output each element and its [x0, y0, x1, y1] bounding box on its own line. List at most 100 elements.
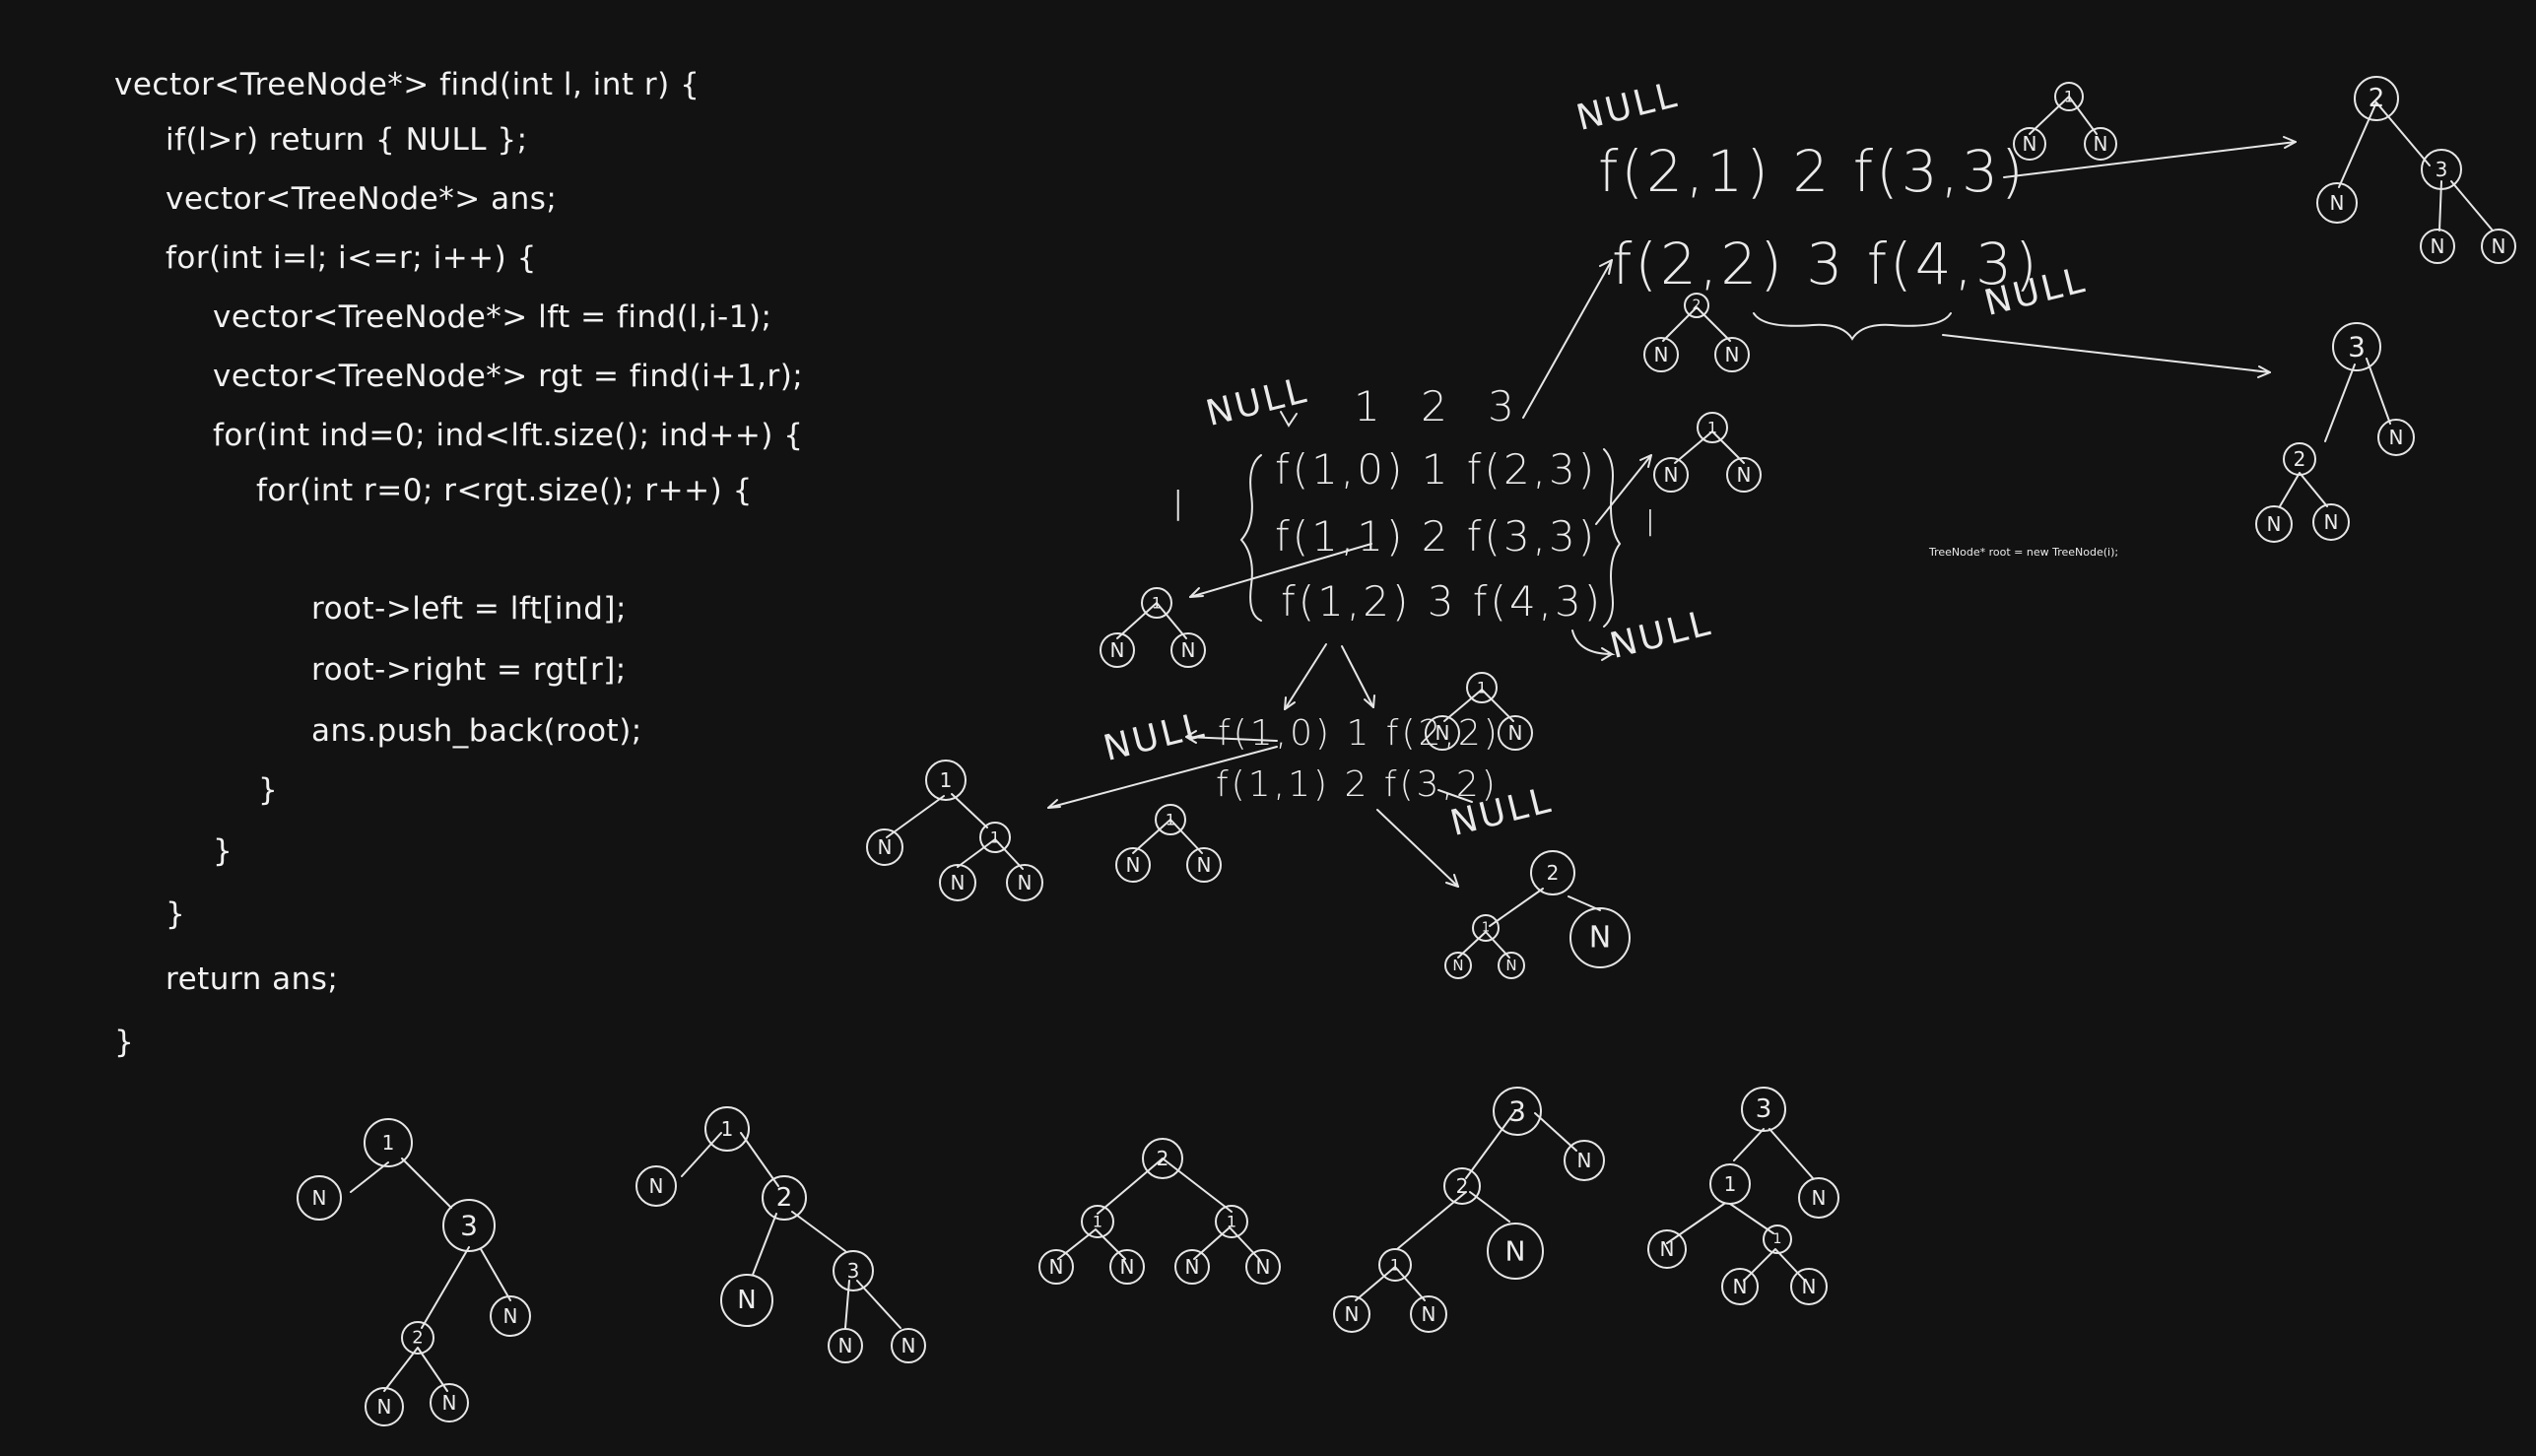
node-null: [1498, 952, 1525, 979]
node-2: [401, 1321, 434, 1355]
node-1: [704, 1106, 750, 1152]
node-label: 1: [1482, 921, 1490, 936]
tree-node-labels: 1 N N 2 N 3 N N 3 N 2 N N 2 N N 1 N N 1 …: [312, 84, 2506, 1419]
node-null: [1721, 1268, 1759, 1305]
right-curly-brace: [1603, 448, 1622, 628]
node-label: 3: [460, 1210, 478, 1242]
brace-label-right: l: [1645, 504, 1659, 545]
node-null: [297, 1175, 342, 1221]
node-label: N: [1120, 1255, 1135, 1279]
node-label: N: [2492, 234, 2506, 258]
node-null: [2312, 503, 2350, 541]
node-label: 1: [1724, 1172, 1737, 1196]
node-label: N: [2324, 510, 2339, 534]
node-label: 2: [1456, 1174, 1469, 1198]
node-label: N: [838, 1334, 853, 1357]
node-label: 1: [2064, 88, 2074, 106]
node-label: 1: [382, 1131, 395, 1155]
node-label: N: [1256, 1255, 1271, 1279]
node-null: [365, 1387, 404, 1426]
node-null: [1100, 632, 1135, 668]
node-3: [2332, 322, 2381, 371]
node-label: N: [1185, 1255, 1200, 1279]
node-label: 2: [776, 1183, 793, 1213]
node-1: [1530, 850, 1575, 895]
tree-nodes: [297, 76, 2516, 1426]
node-1: [1466, 672, 1498, 703]
node-label: 2: [1547, 861, 1560, 885]
node-label: N: [1018, 871, 1033, 894]
node-label: N: [649, 1174, 664, 1198]
node-null: [939, 864, 976, 901]
node-1: [1155, 804, 1186, 835]
node-null: [1174, 1249, 1210, 1285]
node-label: 1: [1390, 1256, 1400, 1275]
node-label: 1: [1477, 679, 1487, 697]
node-null: [1410, 1295, 1447, 1333]
node-null: [1170, 632, 1206, 668]
node-label: N: [1737, 463, 1752, 487]
recursion-row-low-2: f(1,1) 2 f(3,2): [1216, 764, 1499, 805]
recursion-row-mid-3: f(1,2) 3 f(4,3): [1281, 577, 1604, 626]
node-label: N: [1345, 1302, 1360, 1326]
node-label: 2: [2294, 447, 2306, 471]
code-line-11: ans.push_back(root);: [311, 713, 642, 749]
node-label: N: [1812, 1186, 1827, 1210]
code-line-8: for(int r=0; r<rgt.size(); r++) {: [256, 473, 753, 508]
code-line-3: vector<TreeNode*> ans;: [166, 181, 558, 217]
node-1: [925, 760, 967, 801]
node-label: 1: [721, 1117, 734, 1141]
underbrace: [1753, 312, 1952, 341]
node-label: N: [2094, 132, 2108, 156]
node-null: [1109, 1249, 1145, 1285]
node-null: [635, 1165, 677, 1207]
node-2: [1684, 293, 1709, 318]
node-label: 1: [1093, 1213, 1102, 1231]
brace-label-left: l: [1172, 483, 1187, 531]
node-label: N: [1508, 721, 1523, 745]
node-3: [1493, 1087, 1542, 1136]
node-label: 1: [1166, 811, 1175, 829]
code-line-5: vector<TreeNode*> lft = find(l,i-1);: [213, 299, 772, 335]
node-label: 2: [412, 1328, 423, 1349]
code-line-7: for(int ind=0; ind<lft.size(); ind++) {: [213, 418, 804, 453]
root-creation-note: TreeNode* root = new TreeNode(i);: [1929, 546, 2119, 559]
node-label: N: [1725, 343, 1740, 366]
node-label: N: [1733, 1275, 1748, 1298]
node-label: N: [1505, 1235, 1526, 1268]
node-label: N: [377, 1395, 392, 1419]
code-line-15: return ans;: [166, 961, 339, 997]
node-label: N: [2267, 512, 2282, 536]
node-label: N: [878, 835, 893, 859]
node-3: [2421, 149, 2462, 190]
recursion-row-top-1: f(2,1) 2 f(3,3): [1598, 138, 2027, 205]
node-label: N: [503, 1304, 518, 1328]
node-label: 2: [1693, 298, 1702, 313]
node-label: N: [737, 1286, 756, 1315]
node-label: N: [2431, 234, 2445, 258]
node-null: [1038, 1249, 1074, 1285]
node-null: [1487, 1223, 1544, 1280]
node-null: [2013, 127, 2046, 161]
node-1: [979, 822, 1011, 853]
node-null: [1498, 715, 1533, 751]
node-null: [1245, 1249, 1281, 1285]
node-label: 1: [990, 828, 1000, 847]
node-1: [1215, 1205, 1248, 1238]
node-label: N: [1660, 1237, 1675, 1261]
node-null: [1333, 1295, 1370, 1333]
node-null: [828, 1328, 863, 1363]
node-label: N: [1181, 638, 1196, 662]
node-label: N: [1802, 1275, 1817, 1298]
node-null: [1444, 952, 1472, 979]
node-null: [1564, 1140, 1605, 1181]
recursion-row-top-2: f(2,2) 3 f(4,3): [1612, 231, 2040, 298]
node-1: [1081, 1205, 1114, 1238]
node-null: [2084, 127, 2117, 161]
node-1: [364, 1118, 413, 1167]
node-null: [430, 1383, 469, 1423]
node-null: [1425, 715, 1460, 751]
node-1: [1763, 1224, 1792, 1254]
node-null: [720, 1274, 773, 1327]
